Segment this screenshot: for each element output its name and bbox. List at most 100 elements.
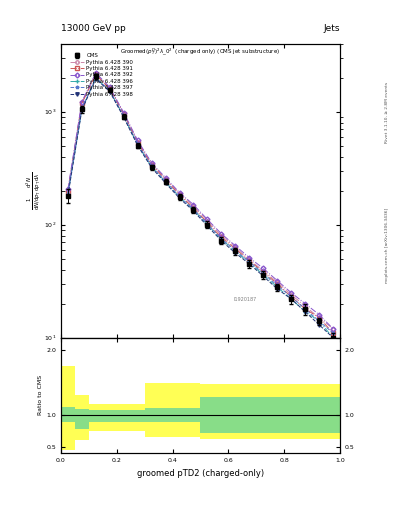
- Pythia 6.428 397: [275, 282, 279, 288]
- Pythia 6.428 397: [247, 259, 252, 265]
- Y-axis label: Ratio to CMS: Ratio to CMS: [39, 375, 43, 415]
- Pythia 6.428 391: [261, 269, 266, 275]
- Pythia 6.428 397: [205, 221, 210, 227]
- Pythia 6.428 398: [303, 308, 307, 314]
- Pythia 6.428 390: [205, 218, 210, 224]
- Pythia 6.428 391: [219, 234, 224, 241]
- Pythia 6.428 397: [66, 190, 70, 197]
- Text: 13000 GeV pp: 13000 GeV pp: [61, 24, 126, 33]
- Pythia 6.428 391: [107, 86, 112, 92]
- Pythia 6.428 391: [331, 330, 335, 336]
- Pythia 6.428 390: [177, 190, 182, 197]
- Pythia 6.428 391: [275, 281, 279, 287]
- Pythia 6.428 397: [219, 236, 224, 242]
- Pythia 6.428 397: [79, 105, 84, 112]
- Pythia 6.428 397: [107, 88, 112, 94]
- X-axis label: groomed pTD2 (charged-only): groomed pTD2 (charged-only): [137, 468, 264, 478]
- Pythia 6.428 398: [66, 193, 70, 199]
- Pythia 6.428 397: [121, 113, 126, 119]
- Pythia 6.428 396: [149, 164, 154, 170]
- Pythia 6.428 397: [289, 294, 294, 300]
- Pythia 6.428 396: [233, 248, 238, 254]
- Line: Pythia 6.428 398: Pythia 6.428 398: [66, 77, 335, 339]
- Pythia 6.428 392: [303, 301, 307, 307]
- Text: Rivet 3.1.10, ≥ 2.8M events: Rivet 3.1.10, ≥ 2.8M events: [385, 82, 389, 143]
- Pythia 6.428 396: [205, 222, 210, 228]
- Pythia 6.428 392: [135, 137, 140, 143]
- Pythia 6.428 398: [177, 195, 182, 201]
- Pythia 6.428 397: [261, 270, 266, 276]
- Pythia 6.428 391: [205, 220, 210, 226]
- Pythia 6.428 392: [66, 186, 70, 193]
- Line: Pythia 6.428 391: Pythia 6.428 391: [66, 73, 335, 335]
- Pythia 6.428 391: [94, 71, 98, 77]
- Pythia 6.428 398: [289, 296, 294, 302]
- Pythia 6.428 390: [289, 291, 294, 297]
- Pythia 6.428 392: [233, 243, 238, 249]
- Pythia 6.428 390: [66, 187, 70, 194]
- Pythia 6.428 390: [191, 203, 196, 209]
- Pythia 6.428 391: [163, 177, 168, 183]
- Pythia 6.428 392: [191, 202, 196, 208]
- Pythia 6.428 392: [121, 110, 126, 116]
- Pythia 6.428 390: [303, 303, 307, 309]
- Pythia 6.428 391: [79, 100, 84, 106]
- Pythia 6.428 390: [163, 176, 168, 182]
- Line: Pythia 6.428 390: Pythia 6.428 390: [66, 72, 335, 330]
- Pythia 6.428 396: [121, 113, 126, 119]
- Pythia 6.428 392: [177, 189, 182, 196]
- Line: Pythia 6.428 396: Pythia 6.428 396: [66, 76, 335, 339]
- Pythia 6.428 392: [163, 175, 168, 181]
- Pythia 6.428 396: [191, 207, 196, 213]
- Pythia 6.428 390: [247, 257, 252, 263]
- Pythia 6.428 391: [247, 258, 252, 264]
- Pythia 6.428 397: [163, 178, 168, 184]
- Pythia 6.428 392: [149, 160, 154, 166]
- Pythia 6.428 396: [247, 260, 252, 266]
- Pythia 6.428 391: [233, 246, 238, 252]
- Pythia 6.428 392: [79, 99, 84, 105]
- Pythia 6.428 392: [219, 230, 224, 237]
- Pythia 6.428 397: [135, 141, 140, 147]
- Pythia 6.428 396: [66, 191, 70, 198]
- Pythia 6.428 396: [261, 272, 266, 278]
- Pythia 6.428 392: [317, 311, 321, 317]
- Text: Groomed$(p_T^D)^2\lambda\_0^2$  (charged only) (CMS jet substructure): Groomed$(p_T^D)^2\lambda\_0^2$ (charged …: [120, 47, 281, 57]
- Pythia 6.428 390: [233, 244, 238, 250]
- Pythia 6.428 390: [317, 314, 321, 321]
- Pythia 6.428 397: [303, 306, 307, 312]
- Legend: CMS, Pythia 6.428 390, Pythia 6.428 391, Pythia 6.428 392, Pythia 6.428 396, Pyt: CMS, Pythia 6.428 390, Pythia 6.428 391,…: [69, 52, 134, 98]
- Pythia 6.428 397: [191, 206, 196, 212]
- Pythia 6.428 391: [121, 111, 126, 117]
- Pythia 6.428 392: [261, 265, 266, 271]
- Pythia 6.428 398: [261, 273, 266, 279]
- Pythia 6.428 390: [261, 268, 266, 274]
- Pythia 6.428 391: [66, 189, 70, 195]
- Pythia 6.428 391: [191, 205, 196, 211]
- Pythia 6.428 396: [303, 308, 307, 314]
- Pythia 6.428 397: [331, 330, 335, 336]
- Pythia 6.428 390: [275, 279, 279, 285]
- Pythia 6.428 392: [331, 326, 335, 332]
- Pythia 6.428 396: [135, 141, 140, 147]
- Pythia 6.428 398: [219, 238, 224, 244]
- Pythia 6.428 397: [233, 247, 238, 253]
- Pythia 6.428 396: [177, 194, 182, 200]
- Pythia 6.428 390: [149, 161, 154, 167]
- Pythia 6.428 392: [94, 70, 98, 76]
- Pythia 6.428 398: [233, 250, 238, 256]
- Pythia 6.428 396: [163, 179, 168, 185]
- Pythia 6.428 398: [331, 334, 335, 340]
- Pythia 6.428 398: [275, 286, 279, 292]
- Pythia 6.428 398: [79, 107, 84, 113]
- Pythia 6.428 396: [219, 236, 224, 242]
- Pythia 6.428 398: [191, 208, 196, 214]
- Pythia 6.428 396: [331, 334, 335, 340]
- Pythia 6.428 390: [331, 326, 335, 332]
- Pythia 6.428 397: [149, 163, 154, 169]
- Pythia 6.428 396: [289, 296, 294, 302]
- Pythia 6.428 397: [94, 75, 98, 81]
- Pythia 6.428 391: [317, 314, 321, 321]
- Pythia 6.428 398: [163, 180, 168, 186]
- Pythia 6.428 396: [317, 318, 321, 324]
